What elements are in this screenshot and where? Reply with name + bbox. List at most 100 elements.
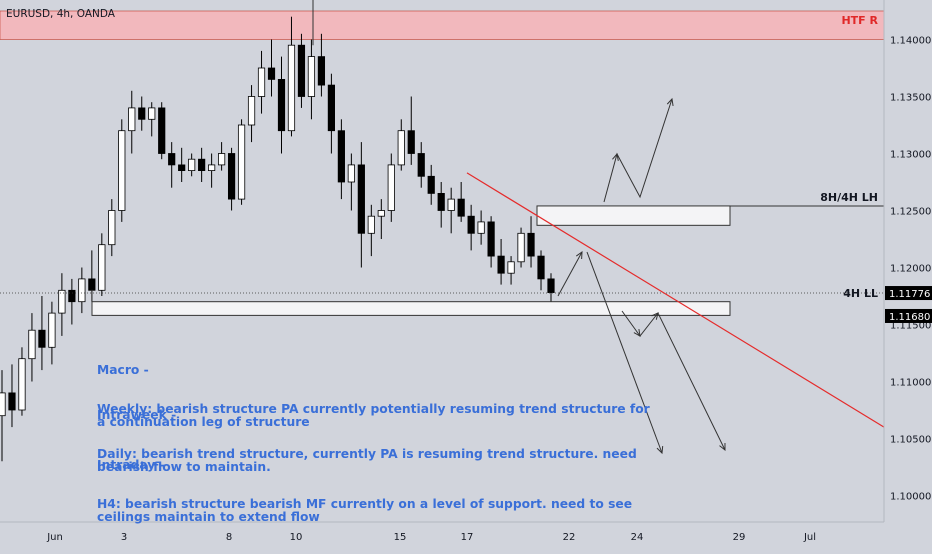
lh-zone — [536, 205, 731, 226]
candle-body — [337, 130, 345, 183]
candle-body — [257, 67, 266, 97]
candle-body — [327, 84, 336, 132]
candle — [317, 33, 326, 97]
bearish-arrowhead-2 — [719, 442, 726, 452]
candle-body — [8, 392, 16, 411]
candle-body — [347, 164, 355, 183]
candle-body — [537, 255, 545, 280]
candle-body — [217, 153, 226, 166]
candle — [527, 216, 535, 268]
candle — [198, 147, 206, 182]
candle — [217, 142, 226, 171]
candle — [327, 73, 336, 154]
candle-body — [58, 289, 66, 314]
candle-body — [267, 67, 276, 80]
candle — [148, 102, 156, 137]
time-tick-label: 22 — [563, 532, 576, 543]
candle-body — [547, 278, 555, 293]
candle — [407, 96, 415, 165]
candle-body — [38, 329, 46, 348]
intraday-body: H4: bearish structure bearish MF current… — [97, 497, 637, 524]
candle-body — [457, 198, 465, 217]
candle — [38, 296, 46, 371]
price-badge — [885, 286, 932, 301]
candle — [48, 301, 56, 365]
intraday-note: Intraday - H4: bearish structure bearish… — [97, 433, 657, 550]
time-tick-label: 17 — [461, 532, 474, 543]
candle — [477, 210, 485, 245]
candle-body — [297, 44, 306, 97]
candle-body — [287, 44, 296, 132]
macro-note: Macro - Weekly: bearish structure PA cur… — [97, 338, 657, 455]
candle — [537, 250, 545, 291]
candle-body — [227, 153, 236, 200]
candle-body — [158, 107, 166, 154]
price-badge-label: 1.11680 — [889, 312, 930, 323]
price-tick-label: 1.10000 — [890, 492, 931, 503]
time-tick-label: 15 — [394, 532, 407, 543]
candle-body — [78, 278, 86, 303]
candle-body — [28, 329, 36, 360]
candle — [267, 39, 276, 97]
candle — [487, 216, 495, 268]
candle-body — [427, 175, 435, 194]
candle — [447, 187, 455, 234]
candle-body — [367, 215, 375, 234]
time-tick-label: 24 — [631, 532, 644, 543]
candle-body — [437, 192, 445, 211]
candle-body — [198, 158, 206, 171]
candle — [507, 256, 515, 285]
candle — [8, 364, 16, 428]
candle — [517, 227, 525, 268]
candle-body — [0, 392, 6, 417]
macro-body: Weekly: bearish structure PA currently p… — [97, 402, 655, 429]
lh-label: 8H/4H LH — [820, 191, 878, 204]
ll-zone — [91, 301, 731, 316]
price-tick-label: 1.11500 — [890, 321, 931, 332]
candle-body — [407, 130, 415, 154]
price-tick-label: 1.13000 — [890, 150, 931, 161]
candle — [0, 370, 6, 462]
price-tick-label: 1.12000 — [890, 264, 931, 275]
candle-body — [18, 358, 26, 411]
intraweek-title: Intraweek - — [97, 408, 177, 422]
candle — [138, 96, 146, 131]
bearish-trendline — [466, 172, 885, 428]
candle-body — [208, 164, 216, 171]
candle — [168, 142, 176, 188]
candle-body — [98, 244, 106, 291]
time-tick-label: Jul — [803, 532, 816, 543]
candle-body — [517, 232, 525, 263]
candle — [68, 278, 76, 325]
candle — [467, 204, 475, 251]
time-tick-label: 8 — [226, 532, 232, 543]
bearish-projection-path-2 — [621, 310, 726, 451]
intraweek-note: Intraweek - Daily: bearish trend structu… — [97, 383, 657, 500]
candle — [158, 102, 166, 160]
price-tick-label: 1.10500 — [890, 435, 931, 446]
price-tick-label: 1.11000 — [890, 378, 931, 389]
candle-body — [247, 96, 256, 126]
candle-body — [447, 198, 455, 211]
pullback-arrowhead — [575, 250, 583, 260]
candle-body — [168, 153, 176, 166]
candle-body — [527, 232, 535, 257]
price-badge-label: 1.11776 — [889, 289, 930, 300]
candle — [257, 50, 266, 114]
candle — [18, 347, 26, 416]
bullish-arrowhead — [666, 97, 674, 106]
candle — [178, 147, 186, 182]
candle-body — [357, 164, 365, 234]
candle — [247, 85, 256, 143]
candle-body — [487, 221, 495, 257]
candle-body — [48, 312, 56, 348]
candle — [128, 90, 136, 154]
candle — [427, 164, 435, 205]
price-badge — [885, 308, 932, 323]
candle-body — [118, 130, 126, 211]
candle — [78, 267, 86, 314]
candle — [547, 273, 555, 302]
bearish-arrowhead-1 — [656, 445, 664, 455]
